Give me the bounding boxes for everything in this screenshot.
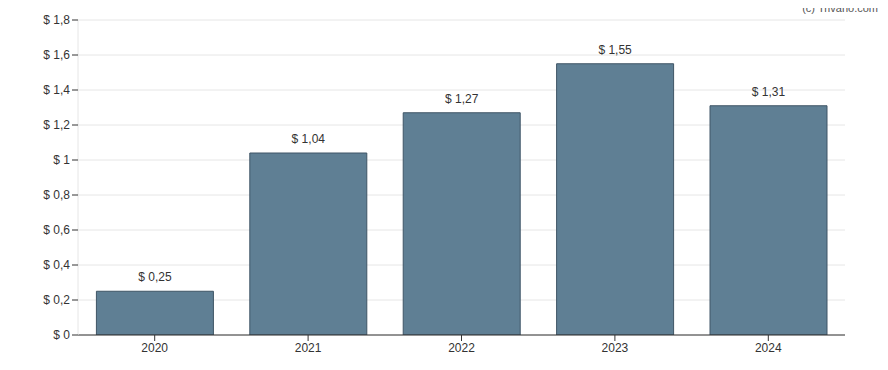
svg-text:$ 0,8: $ 0,8 [43, 188, 70, 202]
svg-text:$ 1,6: $ 1,6 [43, 48, 70, 62]
svg-text:$ 1,31: $ 1,31 [752, 85, 786, 99]
svg-text:$ 1,8: $ 1,8 [43, 13, 70, 27]
svg-text:$ 0,25: $ 0,25 [138, 270, 172, 284]
svg-text:2021: 2021 [295, 341, 322, 355]
svg-text:$ 1,04: $ 1,04 [292, 132, 326, 146]
svg-text:2020: 2020 [141, 341, 168, 355]
svg-text:$ 1,55: $ 1,55 [598, 43, 632, 57]
svg-text:$ 1,2: $ 1,2 [43, 118, 70, 132]
svg-text:2024: 2024 [755, 341, 782, 355]
svg-text:2023: 2023 [602, 341, 629, 355]
svg-text:$ 0,6: $ 0,6 [43, 223, 70, 237]
svg-text:$ 0,2: $ 0,2 [43, 293, 70, 307]
svg-text:$ 1,4: $ 1,4 [43, 83, 70, 97]
svg-text:$ 1: $ 1 [53, 153, 70, 167]
svg-text:$ 0: $ 0 [53, 328, 70, 342]
html-text:(c) Trivano.com: (c) Trivano.com [802, 2, 878, 14]
svg-text:$ 0,4: $ 0,4 [43, 258, 70, 272]
svg-text:$ 1,27: $ 1,27 [445, 92, 479, 106]
svg-text:2022: 2022 [448, 341, 475, 355]
